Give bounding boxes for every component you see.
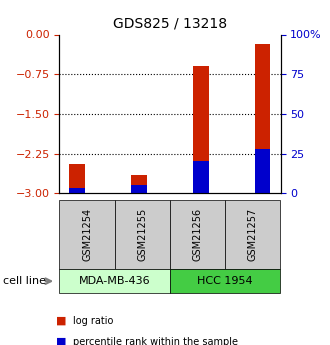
Text: cell line: cell line (3, 276, 46, 286)
Bar (131, 175, 147, 193)
Bar (255, 149, 271, 193)
Title: GDS825 / 13218: GDS825 / 13218 (113, 17, 227, 31)
Text: MDA-MB-436: MDA-MB-436 (79, 276, 150, 286)
Text: GSM21254: GSM21254 (82, 208, 92, 261)
Text: GSM21256: GSM21256 (193, 208, 203, 261)
Text: percentile rank within the sample: percentile rank within the sample (73, 337, 238, 345)
Text: ■: ■ (56, 316, 67, 326)
Bar (193, 161, 209, 193)
Text: ■: ■ (56, 337, 67, 345)
Bar (69, 188, 85, 193)
Text: log ratio: log ratio (73, 316, 113, 326)
Text: GSM21257: GSM21257 (248, 208, 258, 261)
Text: HCC 1954: HCC 1954 (197, 276, 253, 286)
Bar (131, 185, 147, 193)
Bar (69, 164, 85, 193)
Bar (193, 66, 209, 193)
Text: GSM21255: GSM21255 (137, 208, 147, 261)
Bar (255, 44, 271, 193)
